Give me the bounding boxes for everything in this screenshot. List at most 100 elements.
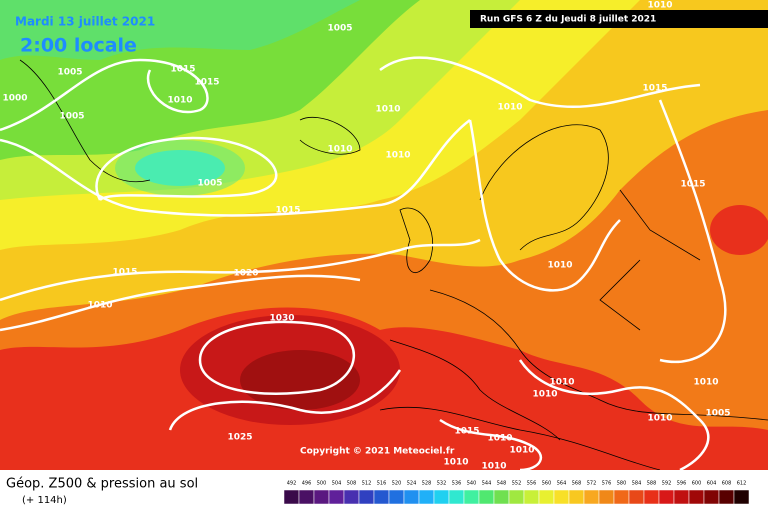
footer-lead: (+ 114h) bbox=[22, 495, 67, 506]
colorbar-swatch bbox=[298, 489, 315, 505]
isobar-label: 1005 bbox=[59, 112, 84, 122]
colorbar-swatch bbox=[703, 489, 720, 505]
isobar-label: 1005 bbox=[197, 179, 222, 189]
isobar-label: 1015 bbox=[112, 268, 137, 278]
copyright: Copyright © 2021 Meteociel.fr bbox=[300, 447, 455, 457]
colorbar-label: 524 bbox=[407, 481, 417, 487]
colorbar-swatch bbox=[598, 489, 615, 505]
colorbar-swatch bbox=[283, 489, 300, 505]
colorbar-label: 588 bbox=[647, 481, 657, 487]
colorbar-label: 544 bbox=[482, 481, 492, 487]
colorbar-label: 596 bbox=[677, 481, 687, 487]
colorbar-label: 584 bbox=[632, 481, 642, 487]
isobar-label: 1010 bbox=[647, 1, 672, 11]
colorbar-label: 520 bbox=[392, 481, 402, 487]
isobar-label: 1010 bbox=[481, 462, 506, 472]
isobar-label: 1010 bbox=[547, 261, 572, 271]
colorbar-label: 576 bbox=[602, 481, 612, 487]
colorbar-swatch bbox=[718, 489, 735, 505]
isobar-label: 1030 bbox=[269, 314, 294, 324]
date-label: Mardi 13 juillet 2021 bbox=[15, 15, 155, 29]
colorbar-swatch bbox=[688, 489, 705, 505]
colorbar: 492 496 500 504 508 512 516 520 524 528 532 536 540 5… bbox=[283, 481, 750, 505]
isobar-label: 1015 bbox=[454, 427, 479, 437]
colorbar-swatch bbox=[358, 489, 375, 505]
isobar-label: 1010 bbox=[487, 434, 512, 444]
colorbar-swatch bbox=[733, 489, 750, 505]
colorbar-swatch bbox=[433, 489, 450, 505]
isobars bbox=[0, 56, 727, 472]
colorbar-swatch bbox=[523, 489, 540, 505]
colorbar-swatch bbox=[508, 489, 525, 505]
isobar-label: 1015 bbox=[680, 180, 705, 190]
colorbar-swatch bbox=[343, 489, 360, 505]
run-label: Run GFS 6 Z du Jeudi 8 juillet 2021 bbox=[480, 15, 656, 25]
colorbar-swatch bbox=[613, 489, 630, 505]
isobar-label: 1010 bbox=[647, 414, 672, 424]
colorbar-label: 612 bbox=[737, 481, 747, 487]
colorbar-swatch bbox=[628, 489, 645, 505]
isobar-label: 1015 bbox=[642, 84, 667, 94]
colorbar-swatch bbox=[583, 489, 600, 505]
colorbar-label: 516 bbox=[377, 481, 387, 487]
colorbar-label: 532 bbox=[437, 481, 447, 487]
colorbar-swatch bbox=[448, 489, 465, 505]
isobar-label: 1010 bbox=[443, 458, 468, 468]
colorbar-label: 600 bbox=[692, 481, 702, 487]
colorbar-swatch bbox=[328, 489, 345, 505]
isobar-label: 1015 bbox=[194, 78, 219, 88]
time-label: 2:00 locale bbox=[20, 35, 137, 57]
colorbar-swatch bbox=[673, 489, 690, 505]
isobar-label: 1005 bbox=[57, 68, 82, 78]
colorbar-label: 508 bbox=[347, 481, 357, 487]
colorbar-swatch bbox=[538, 489, 555, 505]
colorbar-label: 504 bbox=[332, 481, 342, 487]
colorbar-swatch bbox=[373, 489, 390, 505]
isobar-label: 1010 bbox=[87, 301, 112, 311]
colorbar-swatch bbox=[478, 489, 495, 505]
colorbar-swatch bbox=[403, 489, 420, 505]
isobar-label: 1010 bbox=[693, 378, 718, 388]
colorbar-swatch bbox=[313, 489, 330, 505]
colorbar-swatch bbox=[643, 489, 660, 505]
colorbar-label: 580 bbox=[617, 481, 627, 487]
isobar-label: 1010 bbox=[385, 151, 410, 161]
colorbar-label: 556 bbox=[527, 481, 537, 487]
isobar-label: 1010 bbox=[497, 103, 522, 113]
isobar-label: 1015 bbox=[170, 65, 195, 75]
isobar-label: 1010 bbox=[375, 105, 400, 115]
isobar-label: 1010 bbox=[532, 390, 557, 400]
colorbar-label: 572 bbox=[587, 481, 597, 487]
isobar-label: 1010 bbox=[167, 96, 192, 106]
colorbar-label: 492 bbox=[287, 481, 297, 487]
isobar-label: 1010 bbox=[549, 378, 574, 388]
colorbar-label: 564 bbox=[557, 481, 567, 487]
colorbar-label: 536 bbox=[452, 481, 462, 487]
colorbar-label: 608 bbox=[722, 481, 732, 487]
colorbar-label: 500 bbox=[317, 481, 327, 487]
map-background bbox=[0, 0, 768, 470]
isobar-label: 1025 bbox=[227, 433, 252, 443]
colorbar-swatch bbox=[463, 489, 480, 505]
isobar-label: 1005 bbox=[705, 409, 730, 419]
isobar-label: 1015 bbox=[275, 206, 300, 216]
colorbar-label: 552 bbox=[512, 481, 522, 487]
colorbar-swatch bbox=[388, 489, 405, 505]
colorbar-label: 592 bbox=[662, 481, 672, 487]
colorbar-swatch bbox=[658, 489, 675, 505]
isobar-label: 1005 bbox=[327, 24, 352, 34]
coastlines bbox=[19, 59, 768, 471]
colorbar-swatch bbox=[553, 489, 570, 505]
isobar-label: 1010 bbox=[327, 145, 352, 155]
colorbar-swatch bbox=[493, 489, 510, 505]
isobar-label: 1000 bbox=[2, 94, 27, 104]
colorbar-label: 528 bbox=[422, 481, 432, 487]
colorbar-label: 540 bbox=[467, 481, 477, 487]
isobar-label: 1020 bbox=[233, 269, 258, 279]
colorbar-swatch bbox=[568, 489, 585, 505]
isobar-label: 1010 bbox=[509, 446, 534, 456]
colorbar-label: 568 bbox=[572, 481, 582, 487]
colorbar-label: 548 bbox=[497, 481, 507, 487]
